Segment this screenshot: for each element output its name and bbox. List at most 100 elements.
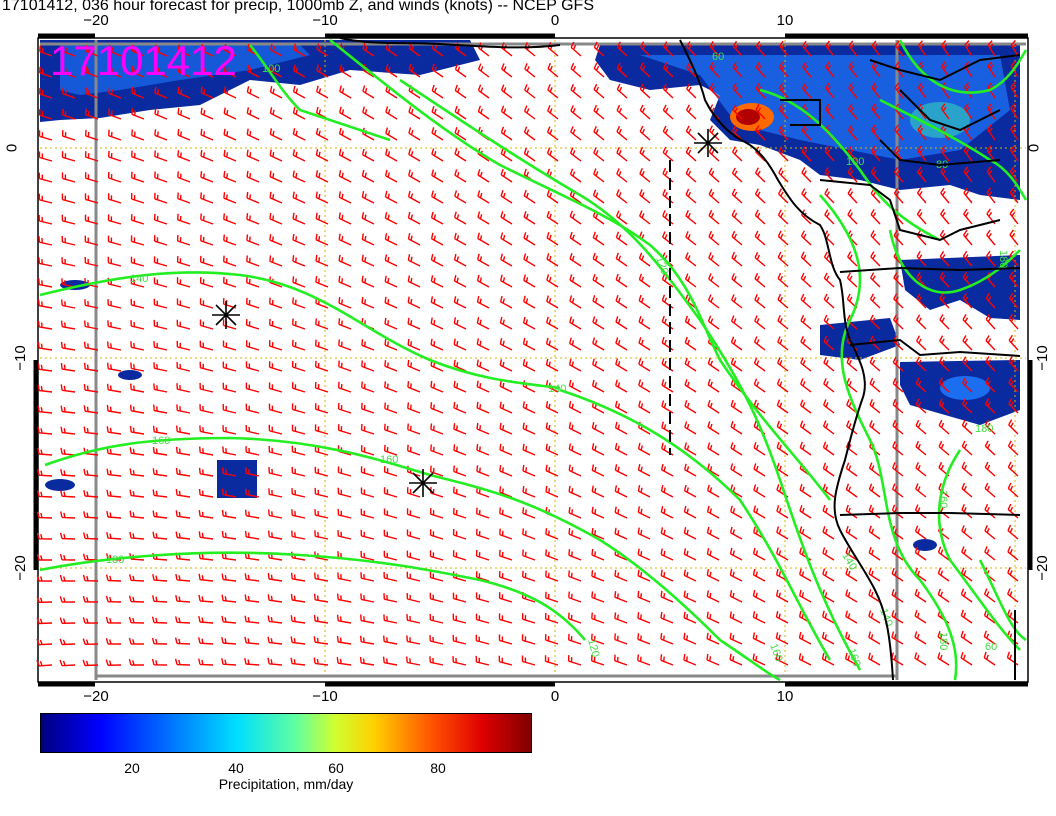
wind-barb <box>177 44 191 57</box>
wind-barb <box>614 654 628 666</box>
wind-barb <box>177 107 191 120</box>
wind-barb <box>918 40 927 57</box>
wind-barb <box>268 424 283 435</box>
wind-barb <box>221 531 237 540</box>
wind-barb <box>429 529 444 540</box>
wind-barb <box>290 657 306 666</box>
wind-barb <box>663 41 674 57</box>
wind-barb <box>384 275 398 288</box>
wind-barb <box>383 487 398 498</box>
wind-barb <box>245 488 260 498</box>
wind-barb <box>938 398 950 414</box>
wind-barb <box>382 656 398 666</box>
wind-barb <box>292 149 306 162</box>
wind-barb <box>429 656 444 666</box>
wind-barb <box>62 66 76 78</box>
wind-barb <box>83 489 99 498</box>
wind-barb <box>131 171 145 183</box>
wind-barb <box>1006 609 1019 624</box>
wind-barb <box>916 187 927 204</box>
wind-barb <box>315 149 329 162</box>
contour-label: 180 <box>975 423 993 435</box>
wind-barb <box>984 440 996 456</box>
wind-barb <box>522 570 536 582</box>
wind-barb <box>616 189 628 204</box>
wind-barb <box>822 441 835 456</box>
wind-barb <box>984 525 996 540</box>
wind-barb <box>384 254 398 267</box>
wind-barb <box>730 463 743 477</box>
wind-barb <box>848 61 858 78</box>
wind-barb <box>361 275 375 288</box>
wind-barb <box>684 442 697 456</box>
wind-barb <box>453 296 467 309</box>
wind-barb <box>384 423 398 435</box>
wind-barb <box>85 129 99 141</box>
wind-barb <box>730 315 743 330</box>
wind-barb <box>83 511 99 519</box>
wind-barb <box>775 589 789 603</box>
wind-barb <box>453 486 467 498</box>
wind-barb <box>662 104 674 120</box>
wind-barb <box>130 256 145 267</box>
wind-barb <box>1007 546 1019 561</box>
wind-barb <box>292 106 306 120</box>
wind-barb <box>730 336 743 351</box>
wind-barb <box>802 61 812 78</box>
wind-barb <box>985 377 996 393</box>
wind-barb <box>546 253 559 267</box>
wind-barb <box>130 214 145 225</box>
wind-barb <box>475 613 490 624</box>
wind-barb <box>175 531 191 540</box>
wind-barb <box>615 210 628 225</box>
wind-barb <box>570 41 582 57</box>
contour-label: 160 <box>380 454 398 466</box>
wind-barb <box>1007 524 1019 540</box>
wind-barb <box>706 653 720 666</box>
wind-barb <box>660 611 674 624</box>
wind-barb <box>822 504 835 519</box>
wind-barb <box>176 340 191 351</box>
wind-barb <box>570 126 582 141</box>
wind-barb <box>223 171 237 183</box>
wind-barb <box>430 275 444 288</box>
wind-barb <box>84 193 99 204</box>
wind-barb <box>477 190 490 204</box>
contour-label: 140 <box>130 273 148 285</box>
wind-barb <box>940 166 950 183</box>
wind-barb <box>983 630 996 645</box>
wind-barb <box>983 588 996 603</box>
wind-barb <box>383 466 398 477</box>
wind-barb <box>82 659 99 667</box>
wind-barb <box>290 593 306 603</box>
wind-barb <box>915 356 927 372</box>
wind-barb <box>546 189 559 204</box>
wind-barb <box>798 631 812 645</box>
wind-barb <box>917 82 927 99</box>
wind-barb <box>383 571 398 582</box>
wind-barb <box>177 192 191 204</box>
wind-barb <box>522 401 536 414</box>
wind-barb <box>893 293 904 309</box>
wind-barb <box>38 278 53 288</box>
wind-barb <box>476 528 490 540</box>
wind-barb <box>823 272 835 288</box>
wind-barb <box>176 298 191 309</box>
wind-barb <box>799 505 812 519</box>
wind-barb <box>802 40 812 57</box>
wind-barb <box>336 635 352 645</box>
wind-barb <box>917 124 927 141</box>
wind-barb <box>1009 271 1019 288</box>
contour-label: 100 <box>846 156 864 168</box>
wind-barb <box>937 567 950 582</box>
wind-barb <box>199 255 214 267</box>
wind-barb <box>152 425 168 435</box>
wind-barb <box>37 320 53 330</box>
wind-barb <box>200 213 214 225</box>
wind-barb <box>914 652 927 666</box>
wind-barb <box>153 319 168 330</box>
wind-barb <box>729 611 743 624</box>
wind-barb <box>453 338 467 351</box>
wind-barb <box>59 659 76 667</box>
wind-barb <box>661 358 674 372</box>
